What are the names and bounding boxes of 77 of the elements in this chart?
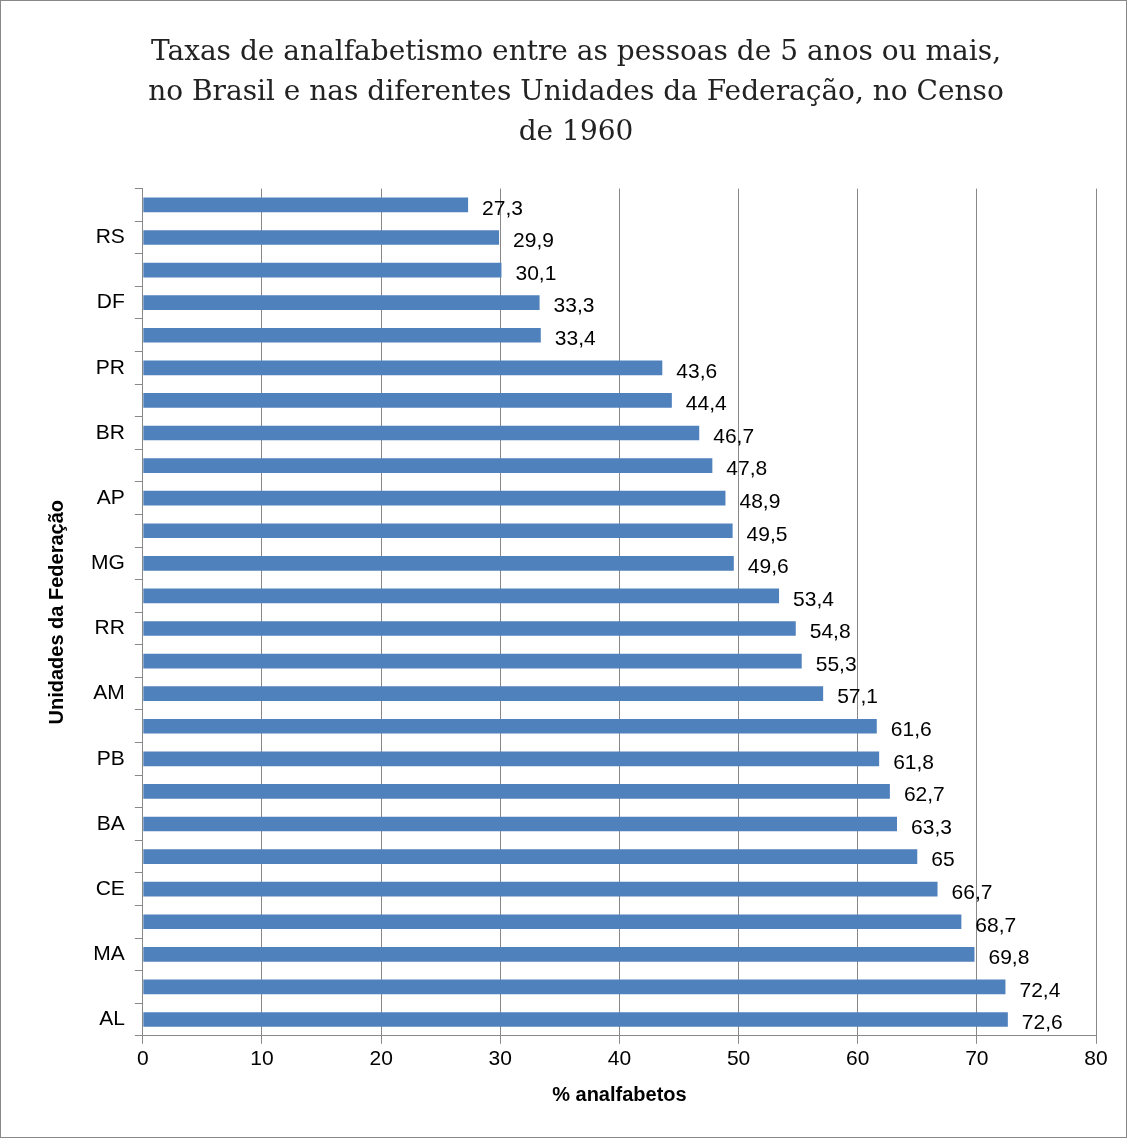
bar	[143, 653, 802, 669]
bar	[143, 718, 877, 734]
bar	[143, 393, 672, 408]
bar	[143, 849, 918, 864]
bar	[143, 751, 880, 767]
data-label: 54,8	[809, 619, 851, 643]
bar	[143, 881, 938, 897]
y-tick-label: DF	[96, 289, 125, 313]
bar	[143, 1012, 1008, 1027]
data-label: 29,9	[513, 228, 554, 252]
data-label: 55,3	[815, 651, 857, 675]
bar	[143, 425, 700, 441]
bar	[143, 262, 502, 278]
data-label: 72,4	[1019, 977, 1061, 1001]
data-label: 69,8	[988, 945, 1030, 969]
y-tick-label: AP	[96, 484, 125, 508]
x-tick-label: 0	[136, 1046, 149, 1070]
data-label: 44,4	[685, 391, 728, 415]
data-label: 68,7	[975, 912, 1017, 936]
bar	[143, 784, 890, 799]
y-tick-label: MG	[91, 550, 125, 574]
y-tick-label: CE	[95, 875, 125, 899]
data-label: 48,9	[739, 488, 781, 512]
bar	[143, 490, 726, 506]
data-label: 49,5	[746, 521, 788, 545]
x-axis-title: % analfabetos	[552, 1082, 687, 1105]
bar	[143, 327, 541, 343]
bar	[143, 816, 898, 832]
data-label: 46,7	[713, 423, 755, 447]
y-tick-label: PB	[96, 745, 125, 769]
data-label: 30,1	[515, 260, 557, 284]
bar	[143, 523, 733, 539]
bar	[143, 621, 796, 636]
bar	[143, 588, 780, 604]
bar	[143, 458, 713, 473]
data-label: 47,8	[726, 456, 768, 480]
bar	[143, 230, 500, 245]
data-label: 43,6	[676, 358, 718, 382]
bar	[143, 979, 1006, 995]
bar	[143, 947, 975, 962]
y-tick-label: AL	[99, 1006, 125, 1030]
bar	[143, 360, 663, 376]
data-label: 33,3	[553, 293, 595, 317]
bar	[143, 197, 469, 213]
y-axis-title: Unidades da Federação	[44, 499, 67, 725]
bar	[143, 686, 824, 701]
y-tick-label: MA	[93, 941, 125, 965]
data-label: 63,3	[911, 814, 952, 838]
data-label: 33,4	[554, 326, 596, 350]
x-tick-label: 80	[1084, 1046, 1108, 1070]
x-tick-label: 10	[250, 1046, 274, 1070]
data-label: 53,4	[793, 586, 835, 610]
data-label: 61,8	[893, 749, 935, 773]
data-label: 57,1	[837, 684, 879, 708]
x-tick-label: 70	[965, 1046, 989, 1070]
data-label: 72,6	[1021, 1010, 1063, 1034]
y-tick-label: AM	[93, 680, 125, 704]
y-tick-label: RR	[94, 615, 125, 639]
x-tick-label: 20	[369, 1046, 393, 1070]
bar	[143, 914, 962, 930]
y-tick-label: RS	[95, 224, 125, 248]
bar	[143, 295, 540, 310]
data-label: 62,7	[903, 782, 945, 806]
y-tick-label: BA	[96, 810, 125, 834]
x-tick-label: 60	[846, 1046, 870, 1070]
bar	[143, 555, 734, 571]
data-label: 49,6	[747, 554, 789, 578]
y-tick-label: BR	[95, 419, 125, 443]
data-label: 27,3	[482, 195, 523, 219]
data-label: 65	[931, 847, 955, 871]
x-tick-label: 30	[488, 1046, 512, 1070]
chart-title: Taxas de analfabetismo entre as pessoas de 5 anos ou mais, no Brasil e nas diferentes Unidades da Federação, no Censo de 1960	[147, 33, 1005, 149]
data-label: 61,6	[890, 717, 932, 741]
x-tick-label: 40	[607, 1046, 632, 1070]
x-tick-label: 50	[726, 1046, 751, 1070]
y-tick-label: PR	[95, 354, 125, 378]
data-label: 66,7	[951, 879, 993, 903]
